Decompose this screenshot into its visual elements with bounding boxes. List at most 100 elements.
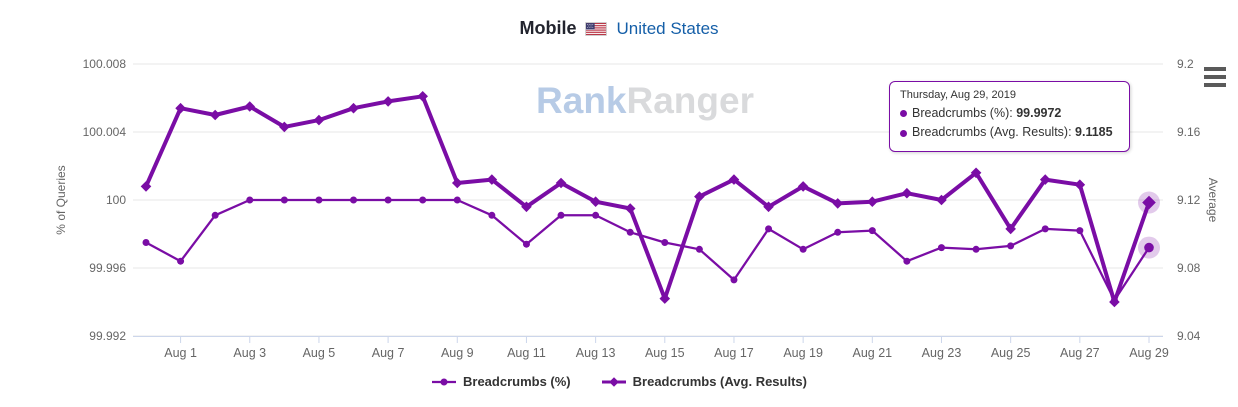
series-bullet-icon [900, 110, 907, 118]
x-axis-tick-label: Aug 3 [233, 346, 266, 360]
y-axis-right-tick-label: 9.04 [1177, 329, 1201, 343]
breadcrumbs-pct-point[interactable] [280, 196, 288, 204]
breadcrumbs-pct-point[interactable] [1076, 227, 1084, 235]
breadcrumbs-avg-point[interactable] [209, 109, 221, 121]
breadcrumbs-pct-point[interactable] [937, 244, 945, 252]
legend-item-breadcrumbs-avg[interactable]: Breadcrumbs (Avg. Results) [601, 374, 807, 389]
diamond-marker-icon [601, 376, 626, 387]
breadcrumbs-avg-point[interactable] [797, 181, 809, 192]
breadcrumbs-pct-point[interactable] [522, 240, 530, 248]
breadcrumbs-avg-point[interactable] [451, 177, 463, 189]
breadcrumbs-pct-point[interactable] [557, 211, 565, 219]
breadcrumbs-pct-point[interactable] [1007, 242, 1015, 250]
breadcrumbs-pct-point[interactable] [868, 227, 876, 235]
x-axis-tick-label: Aug 19 [783, 346, 823, 360]
y-axis-right-tick-label: 9.12 [1177, 193, 1201, 207]
breadcrumbs-pct-point[interactable] [799, 245, 807, 253]
breadcrumbs-avg-point[interactable] [348, 102, 359, 114]
breadcrumbs-pct-point[interactable] [592, 211, 600, 219]
breadcrumbs-avg-point[interactable] [1039, 174, 1051, 185]
breadcrumbs-pct-point[interactable] [1144, 242, 1154, 253]
breadcrumbs-avg-point[interactable] [694, 191, 705, 202]
legend-item-breadcrumbs-pct[interactable]: Breadcrumbs (%) [431, 374, 571, 389]
y-axis-right-tick-label: 9.08 [1177, 261, 1201, 275]
breadcrumbs-pct-point[interactable] [384, 196, 392, 204]
breadcrumbs-pct-point[interactable] [834, 228, 842, 236]
y-axis-right-tick-label: 9.16 [1177, 125, 1201, 139]
x-axis-tick-label: Aug 23 [922, 346, 962, 360]
chart-legend: Breadcrumbs (%) Breadcrumbs (Avg. Results… [0, 374, 1238, 389]
us-flag-icon [585, 21, 608, 36]
breadcrumbs-pct-point[interactable] [765, 225, 773, 233]
breadcrumbs-avg-point[interactable] [140, 181, 152, 192]
breadcrumbs-avg-point[interactable] [382, 96, 394, 107]
breadcrumbs-avg-point[interactable] [936, 194, 947, 206]
breadcrumbs-avg-point[interactable] [555, 177, 567, 189]
y-axis-left-tick-label: 100.008 [83, 57, 127, 71]
breadcrumbs-pct-point[interactable] [972, 245, 980, 253]
x-axis-tick-label: Aug 21 [852, 346, 892, 360]
x-axis-tick-label: Aug 1 [164, 346, 197, 360]
x-axis-tick-label: Aug 15 [645, 346, 685, 360]
breadcrumbs-avg-point[interactable] [417, 91, 428, 102]
device-title: Mobile [519, 18, 577, 38]
series-bullet-icon [900, 129, 907, 137]
breadcrumbs-avg-point[interactable] [1074, 179, 1086, 190]
x-axis-tick-label: Aug 5 [303, 346, 336, 360]
breadcrumbs-pct-point[interactable] [177, 257, 185, 265]
breadcrumbs-avg-point[interactable] [486, 174, 498, 185]
breadcrumbs-avg-point[interactable] [244, 101, 256, 112]
legend-label: Breadcrumbs (Avg. Results) [632, 374, 807, 389]
breadcrumbs-pct-point[interactable] [488, 211, 496, 219]
chart-tooltip: Thursday, Aug 29, 2019 Breadcrumbs (%) 9… [889, 81, 1130, 152]
breadcrumbs-avg-point[interactable] [313, 114, 325, 126]
breadcrumbs-avg-point[interactable] [521, 201, 532, 213]
x-axis-tick-label: Aug 29 [1129, 346, 1169, 360]
breadcrumbs-pct-point[interactable] [142, 239, 150, 246]
x-axis-tick-label: Aug 13 [576, 346, 616, 360]
tooltip-row: Breadcrumbs (%) 99.9972 [900, 104, 1119, 123]
breadcrumbs-pct-point[interactable] [419, 196, 427, 204]
x-axis-tick-label: Aug 7 [372, 346, 405, 360]
breadcrumbs-pct-line [144, 198, 1151, 302]
breadcrumbs-avg-point[interactable] [659, 293, 671, 304]
breadcrumbs-pct-point[interactable] [453, 196, 461, 204]
breadcrumbs-pct-point[interactable] [695, 245, 703, 253]
x-axis-tick-label: Aug 27 [1060, 346, 1100, 360]
country-title: United States [616, 18, 719, 38]
y-axis-right-tick-label: 9.2 [1177, 57, 1194, 71]
circle-marker-icon [432, 378, 456, 385]
breadcrumbs-pct-point[interactable] [661, 239, 669, 246]
y-axis-left-tick-label: 99.996 [89, 261, 126, 275]
breadcrumbs-avg-point[interactable] [624, 203, 636, 214]
rankranger-watermark: RankRanger [536, 80, 754, 121]
breadcrumbs-avg-point[interactable] [175, 102, 186, 114]
breadcrumbs-pct-point[interactable] [903, 257, 911, 265]
breadcrumbs-pct-point[interactable] [626, 228, 634, 236]
breadcrumbs-avg-point[interactable] [728, 174, 740, 185]
breadcrumbs-pct-point[interactable] [246, 196, 254, 204]
x-axis-tick-label: Aug 17 [714, 346, 754, 360]
breadcrumbs-avg-point[interactable] [1005, 223, 1016, 235]
tooltip-date: Thursday, Aug 29, 2019 [900, 89, 1016, 101]
breadcrumbs-avg-point[interactable] [1142, 195, 1156, 210]
breadcrumbs-pct-point[interactable] [730, 276, 738, 284]
y-axis-left-tick-label: 100 [106, 193, 126, 207]
breadcrumbs-avg-point[interactable] [590, 196, 601, 207]
legend-label: Breadcrumbs (%) [463, 374, 571, 389]
breadcrumbs-avg-point[interactable] [1109, 296, 1120, 308]
breadcrumbs-pct-point[interactable] [1041, 225, 1049, 233]
breadcrumbs-avg-point[interactable] [901, 187, 913, 199]
breadcrumbs-avg-point[interactable] [832, 198, 844, 209]
chart-export-menu-icon[interactable] [1204, 67, 1226, 87]
breadcrumbs-avg-point[interactable] [867, 196, 878, 207]
breadcrumbs-pct-point[interactable] [211, 211, 219, 219]
breadcrumbs-avg-point[interactable] [970, 167, 982, 179]
x-axis-tick-label: Aug 25 [991, 346, 1031, 360]
breadcrumbs-pct-point[interactable] [315, 196, 323, 204]
breadcrumbs-pct-point[interactable] [350, 196, 358, 204]
breadcrumbs-avg-point[interactable] [279, 121, 290, 133]
breadcrumbs-avg-point[interactable] [763, 201, 774, 213]
